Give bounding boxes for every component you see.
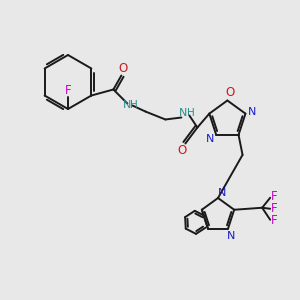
Text: O: O <box>119 62 128 75</box>
Text: H: H <box>130 100 137 110</box>
Text: H: H <box>187 107 194 118</box>
Text: N: N <box>218 188 226 198</box>
Text: F: F <box>65 83 71 97</box>
Text: F: F <box>271 202 278 215</box>
Text: N: N <box>227 231 235 241</box>
Text: F: F <box>271 214 278 227</box>
Text: N: N <box>179 107 188 118</box>
Text: N: N <box>248 106 256 117</box>
Text: F: F <box>271 190 278 203</box>
Text: O: O <box>226 86 235 99</box>
Text: N: N <box>123 100 132 110</box>
Text: N: N <box>206 134 214 144</box>
Text: O: O <box>178 144 187 157</box>
